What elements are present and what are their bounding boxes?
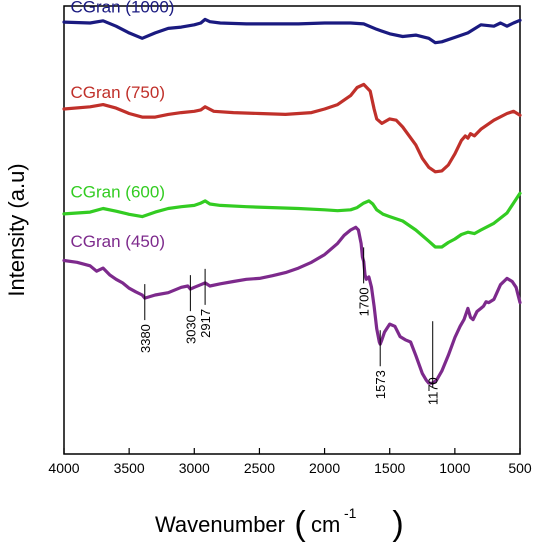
x-axis: 4000 3500 3000 2500 2000 1500 1000 500	[48, 448, 532, 476]
x-tick-label-5: 1500	[374, 460, 405, 476]
x-axis-close-paren: )	[392, 505, 403, 543]
x-tick-label-6: 1000	[439, 460, 470, 476]
series-line-3	[62, 225, 522, 385]
peak-label-5: 1170	[426, 377, 441, 405]
x-axis-unit-exponent: -1	[344, 505, 357, 521]
y-axis-label: Intensity (a.u)	[4, 163, 29, 296]
series-label-3: CGran (450)	[71, 232, 165, 251]
x-tick-label-2: 3000	[179, 460, 210, 476]
peak-label-1: 3030	[183, 315, 198, 344]
x-tick-label-3: 2500	[244, 460, 275, 476]
x-tick-label-1: 3500	[114, 460, 145, 476]
x-axis-label-text: Wavenumber	[155, 512, 285, 537]
series-label-2: CGran (600)	[71, 183, 165, 202]
series-label-1: CGran (750)	[71, 83, 165, 102]
x-tick-label-7: 500	[508, 460, 532, 476]
series-line-1	[62, 82, 522, 174]
plot-frame	[63, 5, 521, 455]
series-line-0	[62, 17, 522, 45]
peak-label-4: 1573	[373, 370, 388, 399]
x-tick-label-0: 4000	[48, 460, 79, 476]
series-label-group: CGran (1000) CGran (750) CGran (600) CGran …	[71, 0, 175, 251]
peak-label-2: 2917	[198, 309, 213, 338]
peak-label-3: 1700	[357, 287, 372, 316]
series-group	[62, 17, 522, 385]
annotation-group: 3380 3030 2917 1700 1573 1170	[138, 247, 441, 405]
x-tick-label-4: 2000	[309, 460, 340, 476]
peak-label-0: 3380	[138, 324, 153, 353]
x-axis-open-paren: (	[294, 505, 306, 543]
x-axis-label: Wavenumber ( cm -1 )	[155, 505, 404, 543]
series-label-0: CGran (1000)	[71, 0, 175, 17]
series-line-2	[62, 191, 522, 249]
x-axis-unit: cm	[311, 512, 340, 537]
